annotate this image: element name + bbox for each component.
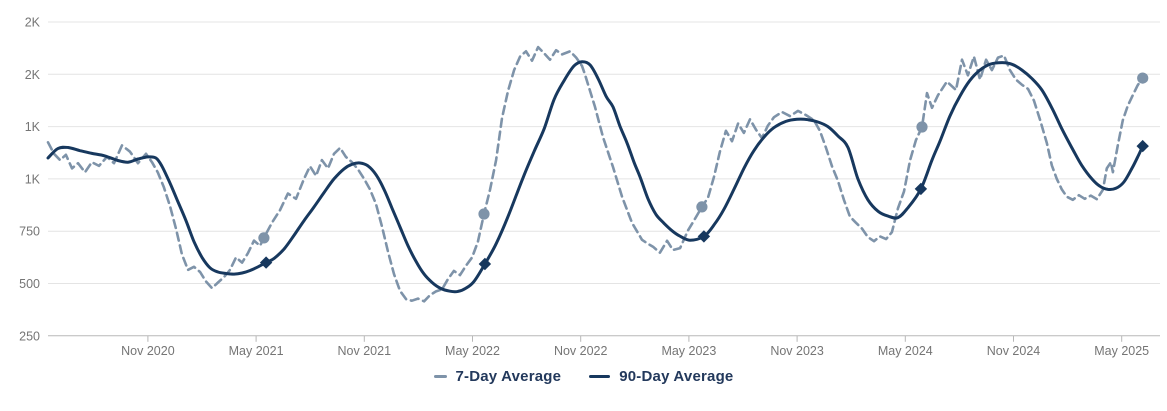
seven-day-average-line[interactable] [46,45,1144,303]
x-tick-label: May 2022 [445,344,500,358]
y-tick-label: 750 [19,225,40,239]
ninety-day-dash-icon [589,375,611,378]
legend-item-7-day-average[interactable]: 7-Day Average [433,368,562,385]
ninety-day-marker[interactable] [697,230,711,243]
chart-legend: 7-Day Average 90-Day Average [0,368,1167,385]
trend-chart-svg: 2K 2K 1K 1K 750 500 250 Nov 2020 May 2021 Nov 202… [19,16,1160,358]
x-tick-label: May 2024 [878,344,933,358]
seven-day-marker[interactable] [696,201,708,213]
x-tick-label: Nov 2020 [121,344,175,358]
y-tick-label: 1K [25,120,41,134]
y-tick-label: 1K [25,172,41,186]
ninety-day-average-line[interactable] [46,60,1145,294]
seven-day-marker[interactable] [916,121,928,133]
seven-day-dash-icon [433,375,447,378]
legend-label-90-day: 90-Day Average [619,368,734,385]
y-tick-label: 500 [19,277,40,291]
x-tick-label: Nov 2021 [338,344,392,358]
ninety-day-marker[interactable] [914,182,928,196]
y-tick-label: 2K [25,16,41,30]
x-tick-label: May 2021 [229,344,284,358]
x-tick-label: Nov 2022 [554,344,608,358]
y-tick-label: 2K [25,68,41,82]
ninety-day-marker[interactable] [1136,139,1149,153]
x-tick-label: Nov 2024 [987,344,1041,358]
seven-day-marker[interactable] [1137,72,1149,84]
y-tick-label: 250 [19,329,40,343]
legend-label-7-day: 7-Day Average [455,368,562,385]
legend-item-90-day-average[interactable]: 90-Day Average [589,368,733,385]
x-tick-label: May 2023 [661,344,716,358]
x-tick-label: May 2025 [1094,344,1149,358]
seven-day-marker[interactable] [258,232,270,244]
ninety-day-marker[interactable] [478,257,492,271]
ninety-day-marker[interactable] [259,256,273,269]
seven-day-marker[interactable] [478,208,490,220]
x-tick-label: Nov 2023 [770,344,824,358]
